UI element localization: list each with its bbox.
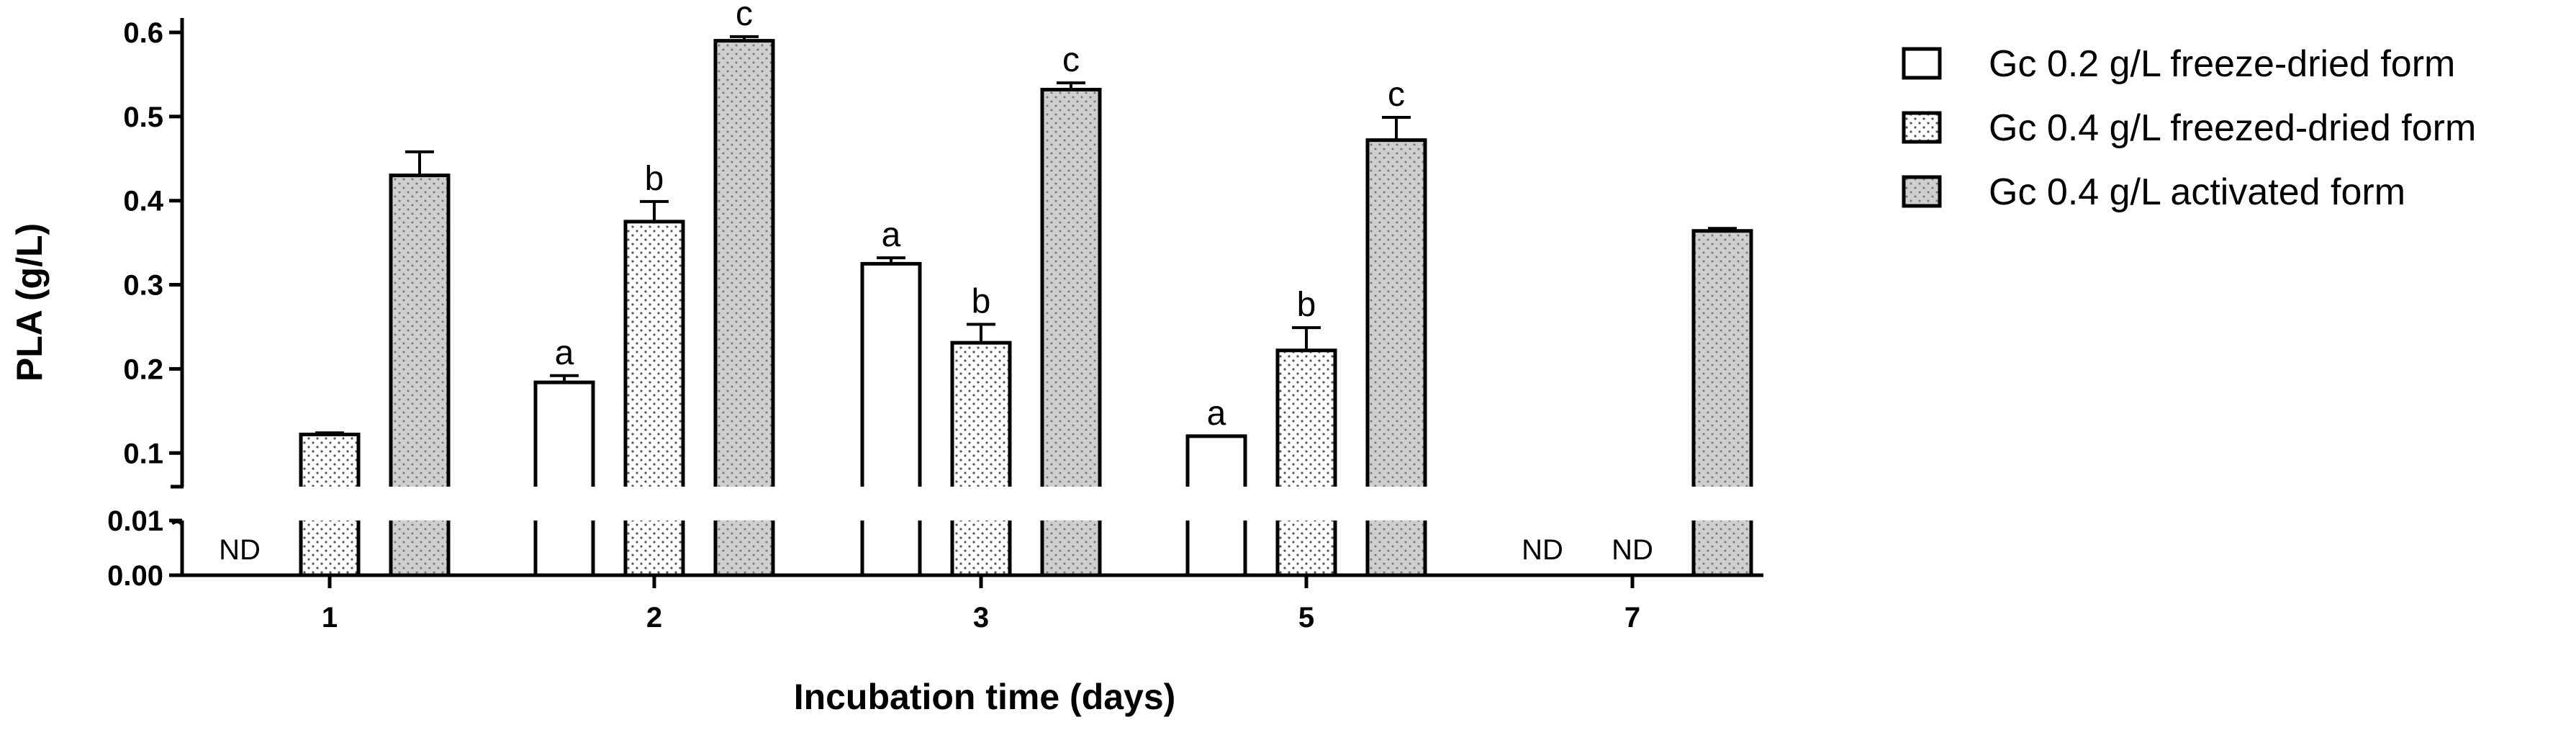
- nd-label: ND: [1522, 534, 1563, 566]
- y-tick-label: 0.00: [107, 560, 163, 592]
- bar-lower-segment: [1275, 521, 1337, 577]
- significance-letter: a: [1207, 395, 1226, 433]
- annotations: ND a a a ND b b b ND c c c: [219, 0, 1653, 566]
- bar-upper-segment: [860, 261, 922, 487]
- bar-upper-segment: [1691, 229, 1753, 487]
- bar-lower-segment: [1691, 521, 1753, 577]
- significance-letter: a: [555, 334, 574, 372]
- bar-upper-segment: [299, 433, 361, 487]
- significance-letter: c: [1388, 76, 1405, 114]
- bar-lower-segment: [860, 521, 922, 577]
- x-tick-label: 2: [646, 602, 662, 634]
- bars: [299, 39, 1753, 577]
- significance-letter: a: [882, 216, 901, 254]
- bar-upper-segment: [623, 220, 685, 487]
- bar-lower-segment: [623, 521, 685, 577]
- x-tick-label: 3: [973, 602, 989, 634]
- x-tick-label: 1: [322, 602, 338, 634]
- y-tick-label: 0.4: [123, 186, 163, 217]
- y-tick-label: 0.1: [123, 438, 163, 469]
- bar-upper-segment: [713, 39, 775, 487]
- y-axis-title: PLA (g/L): [9, 223, 50, 382]
- significance-letter: c: [736, 0, 753, 33]
- legend-swatch: [1902, 111, 1942, 144]
- x-tick-label: 5: [1298, 602, 1314, 634]
- bar-upper-segment: [533, 380, 595, 487]
- bar-lower-segment: [533, 521, 595, 577]
- legend-swatch: [1902, 175, 1942, 208]
- bar-lower-segment: [299, 521, 361, 577]
- legend-label: Gc 0.4 g/L freezed-dried form: [1989, 107, 2476, 149]
- y-tick-label: 0.5: [123, 102, 163, 133]
- y-tick-label: 0.6: [123, 17, 163, 49]
- bar-lower-segment: [1185, 521, 1247, 577]
- nd-label: ND: [1612, 534, 1653, 566]
- bar-upper-segment: [950, 341, 1012, 487]
- legend-label: Gc 0.2 g/L freeze-dried form: [1989, 43, 2455, 85]
- significance-letter: b: [1297, 286, 1316, 324]
- y-tick-label: 0.01: [107, 505, 163, 537]
- legend-swatch: [1902, 47, 1942, 80]
- y-tick-label: 0.2: [123, 353, 163, 385]
- significance-letter: b: [972, 282, 991, 320]
- bar-upper-segment: [1275, 348, 1337, 487]
- x-axis-title: Incubation time (days): [794, 677, 1176, 717]
- bar-upper-segment: [389, 174, 451, 487]
- bar-upper-segment: [1040, 87, 1102, 487]
- legend: Gc 0.2 g/L freeze-dried form Gc 0.4 g/L f…: [1902, 43, 2476, 213]
- x-tick-label: 7: [1624, 602, 1640, 634]
- significance-letter: c: [1062, 41, 1080, 79]
- y-tick-label: 0.3: [123, 270, 163, 302]
- legend-label: Gc 0.4 g/L activated form: [1989, 171, 2405, 213]
- bar-lower-segment: [713, 521, 775, 577]
- bar-upper-segment: [1185, 434, 1247, 487]
- error-bars: [315, 35, 1737, 435]
- nd-label: ND: [219, 534, 261, 566]
- significance-letter: b: [645, 160, 664, 198]
- bar-lower-segment: [1365, 521, 1427, 577]
- bar-upper-segment: [1365, 138, 1427, 487]
- bar-lower-segment: [950, 521, 1012, 577]
- bar-lower-segment: [1040, 521, 1102, 577]
- bar-lower-segment: [389, 521, 451, 577]
